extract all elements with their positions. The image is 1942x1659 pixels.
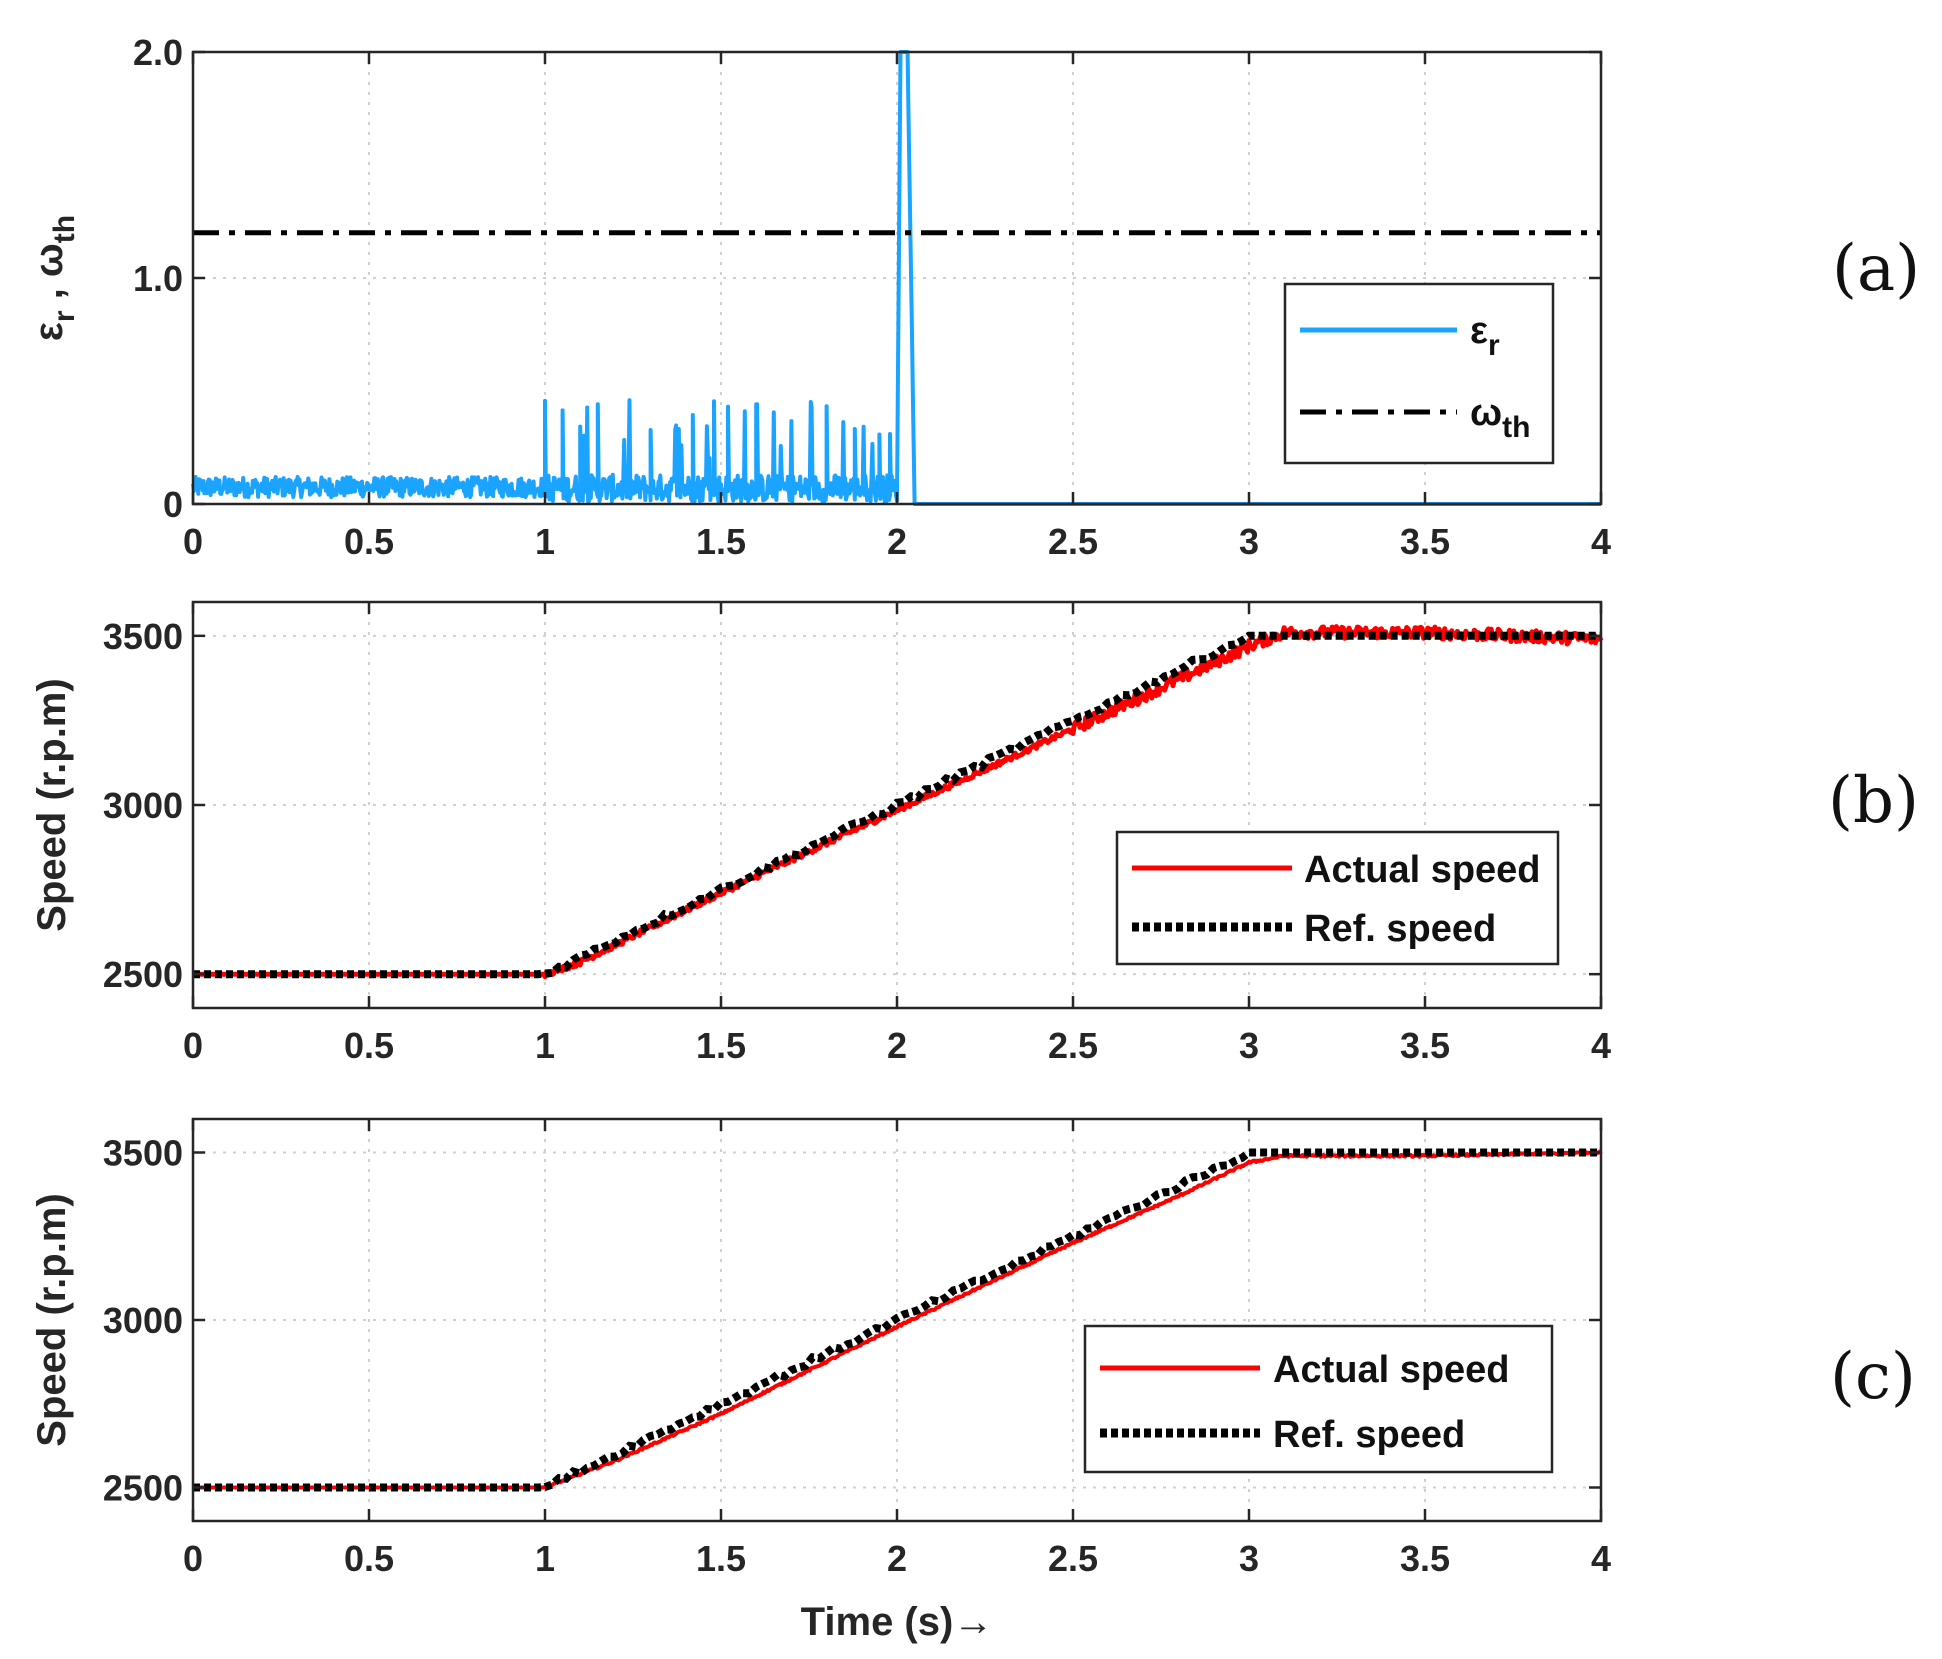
x-tick-label: 1.5	[696, 1025, 746, 1066]
panel-c-tag: (c)	[1830, 1340, 1916, 1414]
x-tick-label: 3	[1239, 521, 1259, 562]
panel-c-legend: Actual speed Ref. speed	[1083, 1324, 1554, 1474]
panel-b-xticks: 0 0.5 1 1.5 2 2.5 3 3.5 4	[183, 602, 1611, 1066]
x-tick-label: 1	[535, 1025, 555, 1066]
x-tick-label: 2.5	[1048, 1538, 1098, 1579]
y-tick-label: 3000	[103, 785, 183, 826]
y-tick-label: 3500	[103, 1133, 183, 1174]
y-tick-label: 2500	[103, 954, 183, 995]
series-line-ref-speed	[193, 631, 1601, 979]
x-tick-label: 2.5	[1048, 521, 1098, 562]
panel-b-yticks: 2500 3000 3500	[103, 616, 1601, 995]
panel-a-legend: εr ωth	[1283, 282, 1555, 465]
panel-c-yticks: 2500 3000 3500	[103, 1133, 1601, 1509]
x-tick-label: 4	[1591, 1025, 1611, 1066]
panel-a-ylabel: εr , ωth	[27, 215, 81, 341]
y-tick-label: 1.0	[133, 258, 183, 299]
panel-a-legend-box	[1283, 282, 1555, 465]
panel-b: 0 0.5 1 1.5 2 2.5 3 3.5 4 2500 3000 3500 Speed (r.…	[30, 600, 1919, 1066]
x-tick-label: 3.5	[1400, 1538, 1450, 1579]
y-tick-label: 0	[163, 484, 183, 525]
x-tick-label: 0	[183, 1025, 203, 1066]
y-tick-label: 2.0	[133, 32, 183, 73]
x-tick-label: 4	[1591, 1538, 1611, 1579]
legend-label-actual-speed: Actual speed	[1273, 1349, 1510, 1391]
y-tick-label: 2500	[103, 1468, 183, 1509]
x-tick-label: 2.5	[1048, 1025, 1098, 1066]
panel-b-tag: (b)	[1828, 764, 1919, 838]
panel-b-legend: Actual speed Ref. speed	[1115, 830, 1560, 966]
x-tick-label: 0.5	[344, 1538, 394, 1579]
x-tick-label: 0.5	[344, 1025, 394, 1066]
legend-label-error: εr	[1470, 310, 1500, 362]
x-tick-label: 3	[1239, 1538, 1259, 1579]
panel-a-yticks: 0 1.0 2.0	[133, 32, 1601, 525]
x-tick-label: 0	[183, 521, 203, 562]
y-tick-label: 3000	[103, 1300, 183, 1341]
x-tick-label: 3	[1239, 1025, 1259, 1066]
panel-c-xticks: 0 0.5 1 1.5 2 2.5 3 3.5 4	[183, 1119, 1611, 1579]
panel-c: 0 0.5 1 1.5 2 2.5 3 3.5 4 2500 3000 3500 Speed (r.…	[30, 1117, 1916, 1579]
panel-a-xticks: 0 0.5 1 1.5 2 2.5 3 3.5 4	[183, 52, 1611, 562]
legend-label-actual-speed: Actual speed	[1304, 849, 1541, 891]
panel-a: 0 0.5 1 1.5 2 2.5 3 3.5 4 0 1.0 2.0 εr , ωth εr ωt…	[27, 32, 1920, 562]
x-tick-label: 1	[535, 1538, 555, 1579]
y-tick-label: 3500	[103, 616, 183, 657]
x-tick-label: 2	[887, 521, 907, 562]
panel-b-legend-box	[1115, 830, 1560, 966]
series-line-ref-speed	[193, 1148, 1601, 1492]
x-tick-label: 1.5	[696, 521, 746, 562]
x-tick-label: 3.5	[1400, 1025, 1450, 1066]
x-tick-label: 2	[887, 1538, 907, 1579]
x-tick-label: 1	[535, 521, 555, 562]
panel-c-ylabel: Speed (r.p.m)	[30, 1193, 74, 1446]
x-tick-label: 3.5	[1400, 521, 1450, 562]
panel-c-legend-box	[1083, 1324, 1554, 1474]
panel-b-series	[191, 624, 1604, 980]
panel-b-grid	[193, 602, 1601, 1008]
x-tick-label: 0	[183, 1538, 203, 1579]
x-tick-label: 1.5	[696, 1538, 746, 1579]
legend-label-ref-speed: Ref. speed	[1304, 908, 1496, 950]
legend-label-ref-speed: Ref. speed	[1273, 1414, 1465, 1456]
x-tick-label: 4	[1591, 521, 1611, 562]
panel-a-tag: (a)	[1832, 232, 1920, 306]
x-tick-label: 0.5	[344, 521, 394, 562]
legend-label-threshold: ωth	[1470, 392, 1530, 444]
x-axis-label: Time (s)→	[801, 1600, 994, 1644]
x-tick-label: 2	[887, 1025, 907, 1066]
panel-b-ylabel: Speed (r.p.m)	[30, 678, 74, 931]
panel-c-series	[192, 1148, 1603, 1492]
